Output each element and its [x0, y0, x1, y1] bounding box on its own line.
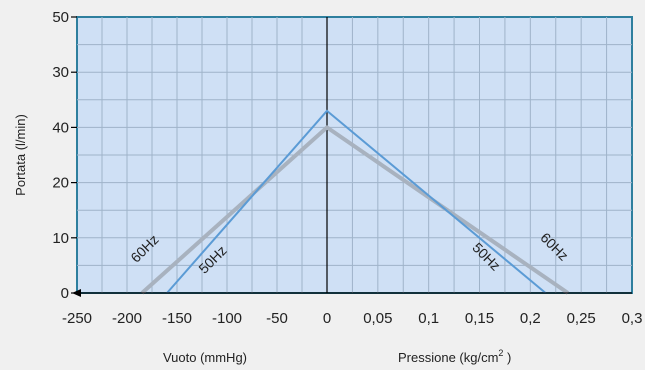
x-tick-label-pressure: 0,2: [520, 310, 541, 327]
x-tick-label-pressure: 0,3: [622, 310, 643, 327]
x-tick-label-pressure: 0,05: [363, 310, 392, 327]
y-tick-label: 20: [52, 175, 69, 192]
x-axis-label-pressure-close: ): [503, 350, 511, 365]
y-tick-label: 0: [61, 285, 69, 302]
y-tick-label: 50: [52, 9, 69, 26]
x-tick-label-pressure: 0,15: [465, 310, 494, 327]
x-tick-label-pressure: 0,1: [418, 310, 439, 327]
grid: [77, 17, 632, 293]
y-tick-label: 30: [52, 64, 69, 81]
y-tick-label: 10: [52, 230, 69, 247]
x-tick-label-vacuum: -150: [162, 310, 192, 327]
x-tick-label-vacuum: -100: [212, 310, 242, 327]
x-tick-label-vacuum: -200: [112, 310, 142, 327]
x-ticks: -250 -200 -150 -100 -50 0 0,05 0,1 0,15 0,2 0,25 0,…: [62, 310, 642, 327]
series-lines: [140, 109, 570, 295]
x-tick-label-vacuum: 0: [323, 310, 331, 327]
x-tick-label-vacuum: -250: [62, 310, 92, 327]
y-ticks: 0 10 20 40 30 50: [52, 9, 77, 302]
x-axis-label-pressure: Pressione (kg/cm2 ): [398, 348, 511, 365]
x-axis-label-pressure-main: Pressione (kg/cm: [398, 350, 498, 365]
x-axis-label-pressure-sup: 2: [498, 348, 503, 358]
y-tick-label: 40: [52, 119, 69, 136]
series-line: [166, 109, 547, 294]
y-axis-label: Portata (l/min): [13, 114, 28, 196]
x-tick-label-vacuum: -50: [266, 310, 288, 327]
x-tick-label-pressure: 0,25: [567, 310, 596, 327]
x-axis-label-vacuum: Vuoto (mmHg): [163, 350, 247, 365]
series-line: [140, 125, 570, 295]
